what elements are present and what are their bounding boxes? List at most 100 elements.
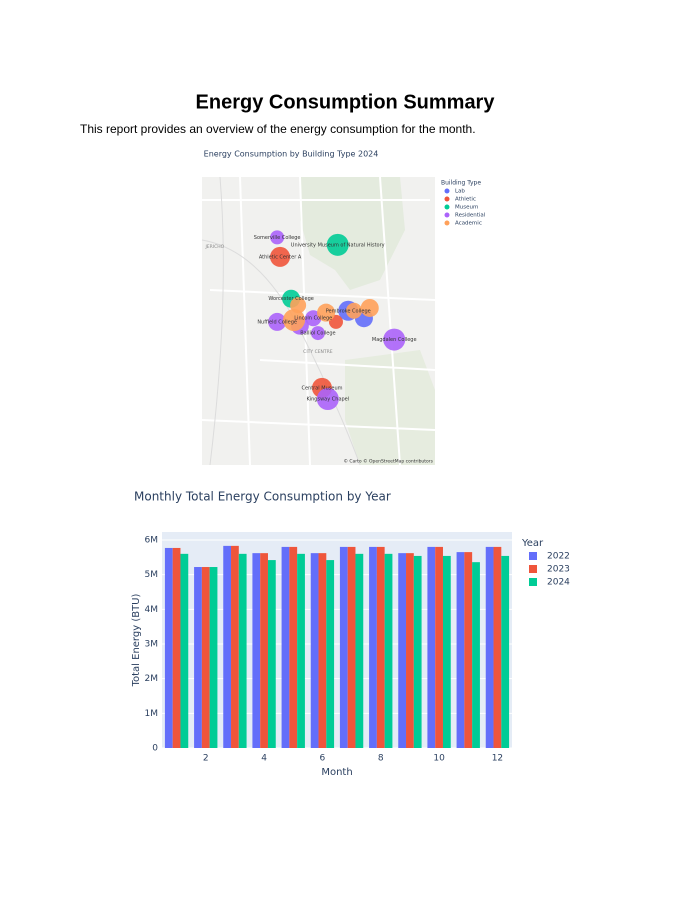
point-label: Nuffield College	[257, 319, 297, 325]
y-tick-label: 5M	[145, 570, 159, 580]
map-point	[317, 303, 336, 322]
bar	[442, 555, 451, 748]
bar	[384, 553, 393, 748]
bar	[398, 553, 407, 748]
x-tick-label: 8	[378, 754, 384, 764]
bar	[339, 546, 348, 748]
legend-marker	[529, 552, 537, 560]
map-point	[360, 298, 379, 317]
legend-title: Year	[521, 538, 544, 549]
legend-label: Museum	[455, 205, 478, 211]
x-tick-label: 10	[433, 754, 445, 764]
doc-title: Energy Consumption Summary	[196, 91, 496, 113]
bar	[355, 553, 364, 748]
bar	[485, 546, 494, 748]
y-axis-label: Total Energy (BTU)	[131, 593, 142, 687]
map-label: JERICHO	[204, 244, 224, 250]
map-label: CITY CENTRE	[303, 349, 333, 355]
bar	[376, 546, 385, 748]
bar	[231, 545, 239, 748]
chart-title: Energy Consumption by Building Type 2024	[204, 150, 379, 159]
bar	[201, 567, 210, 748]
bar	[435, 546, 443, 748]
bar	[289, 546, 298, 748]
x-axis-label: Month	[321, 767, 352, 778]
bar	[406, 553, 414, 748]
y-tick-label: 4M	[145, 605, 159, 615]
park-area	[345, 350, 435, 465]
legend-label: Lab	[455, 189, 465, 195]
bar	[223, 545, 232, 748]
bar	[209, 567, 218, 748]
legend-marker	[444, 188, 450, 194]
bar	[472, 562, 480, 748]
point-label: Magdalen College	[372, 337, 417, 343]
legend-label: 2024	[547, 578, 570, 588]
bar	[297, 553, 305, 748]
bar	[326, 560, 335, 748]
bar	[369, 546, 377, 748]
y-tick-label: 2M	[145, 674, 159, 684]
bar	[427, 546, 436, 748]
legend-marker	[444, 204, 450, 210]
y-tick-label: 0	[152, 744, 158, 754]
bar	[310, 553, 319, 748]
bar	[194, 567, 202, 748]
point-label: Pembroke College	[326, 308, 371, 314]
legend-label: Athletic	[455, 197, 476, 203]
legend-marker	[444, 196, 450, 202]
map-point	[383, 328, 406, 351]
bar	[464, 552, 473, 748]
x-tick-label: 6	[320, 754, 326, 764]
legend-marker	[529, 578, 537, 586]
map-point	[283, 309, 306, 332]
bar	[238, 553, 247, 748]
y-tick-label: 1M	[145, 709, 159, 719]
x-tick-label: 4	[261, 754, 267, 764]
bar	[180, 553, 189, 748]
bar	[252, 553, 261, 748]
bar	[501, 555, 510, 748]
legend-title: Building Type	[441, 180, 481, 187]
map-point	[316, 388, 339, 411]
map-point	[310, 326, 325, 341]
point-label: Kingsway Chapel	[306, 397, 349, 403]
point-label: Athletic Center A	[259, 254, 302, 260]
y-tick-label: 6M	[145, 535, 159, 545]
map-point	[346, 302, 363, 319]
bar	[456, 552, 465, 748]
legend-label: Academic	[455, 221, 482, 227]
park-area	[300, 177, 405, 290]
legend-marker	[529, 565, 537, 573]
point-label: Central Museum	[301, 385, 342, 391]
map-point	[270, 246, 291, 267]
bar	[347, 546, 356, 748]
bar	[281, 546, 290, 748]
bar	[493, 546, 502, 748]
point-label: Balliol College	[300, 331, 335, 337]
point-label: University Museum of Natural History	[291, 242, 385, 248]
map-point	[326, 233, 349, 256]
point-label: Worcester College	[268, 296, 313, 302]
x-tick-label: 12	[492, 754, 503, 764]
point-label: Lincoln College	[294, 316, 332, 322]
chart-title: Monthly Total Energy Consumption by Year	[134, 490, 391, 504]
bar	[260, 553, 268, 748]
bar	[172, 547, 181, 748]
map-point	[270, 230, 285, 245]
point-label: Somerville College	[254, 235, 301, 241]
y-tick-label: 3M	[145, 639, 159, 649]
legend-marker	[444, 212, 450, 218]
bar	[267, 560, 276, 748]
map-attribution: © Carto © OpenStreetMap contributors	[343, 458, 433, 465]
x-tick-label: 2	[203, 754, 209, 764]
plot-area	[162, 532, 512, 748]
legend-label: 2023	[547, 565, 570, 575]
bar	[164, 547, 173, 748]
bar	[318, 553, 327, 748]
legend-marker	[444, 220, 450, 226]
doc-intro: This report provides an overview of the …	[80, 122, 476, 136]
legend-label: 2022	[547, 552, 570, 562]
